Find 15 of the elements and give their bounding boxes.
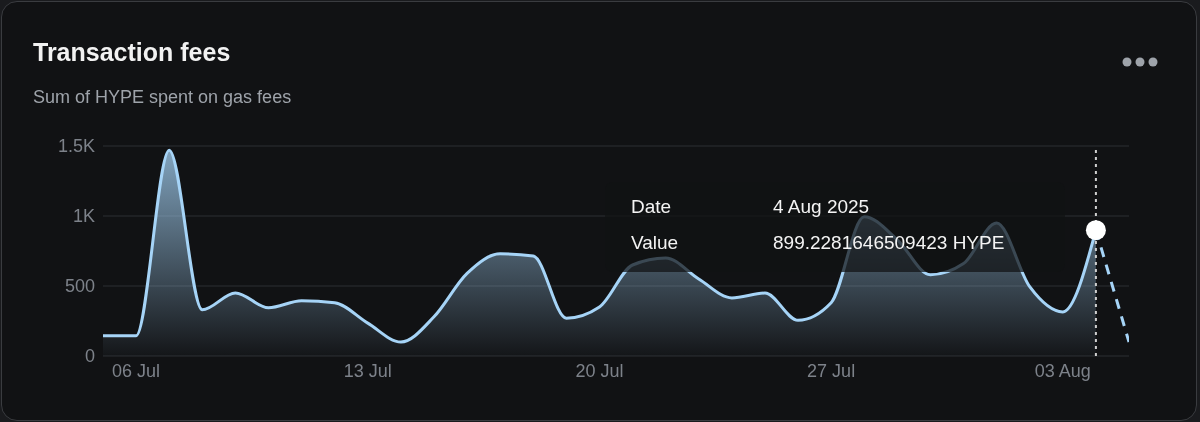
annotation: Value: [631, 232, 680, 254]
x-tick-label: 13 Jul: [343, 360, 392, 381]
x-tick-label: 20 Jul: [575, 360, 624, 381]
chart-title: Transaction fees: [33, 38, 231, 67]
annotation: Date: [631, 196, 673, 218]
x-tick-label: 03 Aug: [1034, 360, 1091, 381]
annotation: 4 Aug 2025: [773, 196, 871, 218]
chart-subtitle: Sum of HYPE spent on gas fees: [33, 87, 292, 108]
x-tick-label: 27 Jul: [807, 360, 856, 381]
y-tick-label: 0: [84, 346, 95, 367]
x-tick-label: 06 Jul: [112, 360, 161, 381]
y-tick-label: 1K: [72, 206, 95, 227]
y-tick-label: 500: [64, 276, 95, 297]
y-tick-label: 1.5K: [57, 136, 95, 157]
annotation: 899.2281646509423 HYPE: [773, 232, 1006, 254]
